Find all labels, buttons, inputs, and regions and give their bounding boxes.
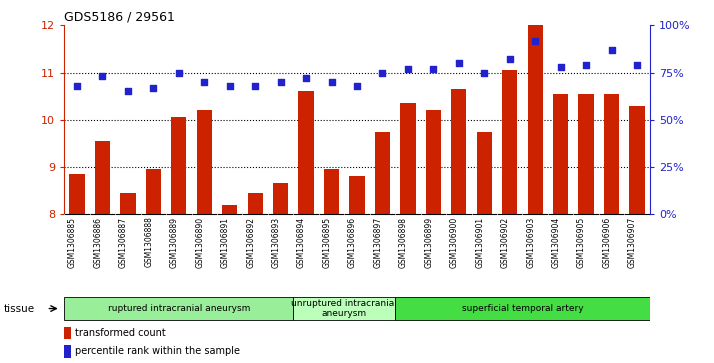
Bar xyxy=(451,89,466,214)
Bar xyxy=(426,110,441,214)
Text: GDS5186 / 29561: GDS5186 / 29561 xyxy=(64,11,175,24)
Point xyxy=(428,66,439,72)
Bar xyxy=(248,193,263,214)
Bar xyxy=(349,176,365,214)
Text: tissue: tissue xyxy=(4,303,35,314)
Text: superficial temporal artery: superficial temporal artery xyxy=(462,304,583,313)
Bar xyxy=(502,70,518,214)
Bar xyxy=(324,170,339,214)
Bar xyxy=(95,141,110,214)
Bar xyxy=(120,193,136,214)
Text: transformed count: transformed count xyxy=(75,328,166,338)
Point xyxy=(96,73,108,79)
Bar xyxy=(273,184,288,214)
Point xyxy=(402,66,413,72)
Point xyxy=(555,64,566,70)
Point xyxy=(198,79,210,85)
Point xyxy=(275,79,286,85)
Text: GSM1306887: GSM1306887 xyxy=(119,217,128,268)
Text: GSM1306890: GSM1306890 xyxy=(195,217,204,268)
Text: GSM1306898: GSM1306898 xyxy=(399,217,408,268)
Bar xyxy=(629,106,645,214)
Text: GSM1306906: GSM1306906 xyxy=(603,217,612,268)
Bar xyxy=(553,94,568,214)
Point xyxy=(249,83,261,89)
Bar xyxy=(146,170,161,214)
Point xyxy=(122,89,134,94)
Point xyxy=(478,70,490,76)
Bar xyxy=(64,327,71,339)
Text: GSM1306888: GSM1306888 xyxy=(144,217,154,268)
Text: GSM1306891: GSM1306891 xyxy=(221,217,230,268)
Bar xyxy=(69,174,85,214)
Point xyxy=(148,85,159,91)
Point xyxy=(453,60,465,66)
Point xyxy=(71,83,83,89)
Text: GSM1306901: GSM1306901 xyxy=(476,217,484,268)
Point xyxy=(631,62,643,68)
Bar xyxy=(64,297,293,320)
Text: GSM1306907: GSM1306907 xyxy=(628,217,637,268)
Point xyxy=(504,57,516,62)
Bar xyxy=(395,297,650,320)
Text: GSM1306904: GSM1306904 xyxy=(552,217,560,268)
Bar xyxy=(604,94,619,214)
Text: GSM1306903: GSM1306903 xyxy=(526,217,536,268)
Text: ruptured intracranial aneurysm: ruptured intracranial aneurysm xyxy=(108,304,250,313)
Point xyxy=(580,62,592,68)
Text: GSM1306889: GSM1306889 xyxy=(170,217,178,268)
Point xyxy=(224,83,236,89)
Bar xyxy=(578,94,594,214)
Text: GSM1306900: GSM1306900 xyxy=(450,217,459,268)
Bar xyxy=(196,110,212,214)
Text: GSM1306885: GSM1306885 xyxy=(68,217,77,268)
Point xyxy=(606,47,618,53)
Bar xyxy=(401,103,416,214)
Point xyxy=(301,76,312,81)
Text: GSM1306886: GSM1306886 xyxy=(94,217,102,268)
Text: GSM1306897: GSM1306897 xyxy=(373,217,383,268)
Text: GSM1306902: GSM1306902 xyxy=(501,217,510,268)
Bar xyxy=(298,91,313,214)
Text: unruptured intracranial
aneurysm: unruptured intracranial aneurysm xyxy=(291,299,397,318)
Bar xyxy=(528,25,543,214)
Text: GSM1306893: GSM1306893 xyxy=(271,217,281,268)
Point xyxy=(351,83,363,89)
Text: GSM1306905: GSM1306905 xyxy=(577,217,586,268)
Point xyxy=(530,38,541,44)
Text: GSM1306899: GSM1306899 xyxy=(424,217,433,268)
Bar xyxy=(222,205,237,214)
Text: GSM1306892: GSM1306892 xyxy=(246,217,255,268)
Text: percentile rank within the sample: percentile rank within the sample xyxy=(75,346,240,356)
Point xyxy=(377,70,388,76)
Bar xyxy=(375,132,390,214)
Point xyxy=(326,79,337,85)
Bar xyxy=(477,132,492,214)
Text: GSM1306895: GSM1306895 xyxy=(323,217,331,268)
Bar xyxy=(293,297,395,320)
Point xyxy=(173,70,184,76)
Bar xyxy=(171,118,186,214)
Text: GSM1306896: GSM1306896 xyxy=(348,217,357,268)
Text: GSM1306894: GSM1306894 xyxy=(297,217,306,268)
Bar xyxy=(64,345,71,358)
